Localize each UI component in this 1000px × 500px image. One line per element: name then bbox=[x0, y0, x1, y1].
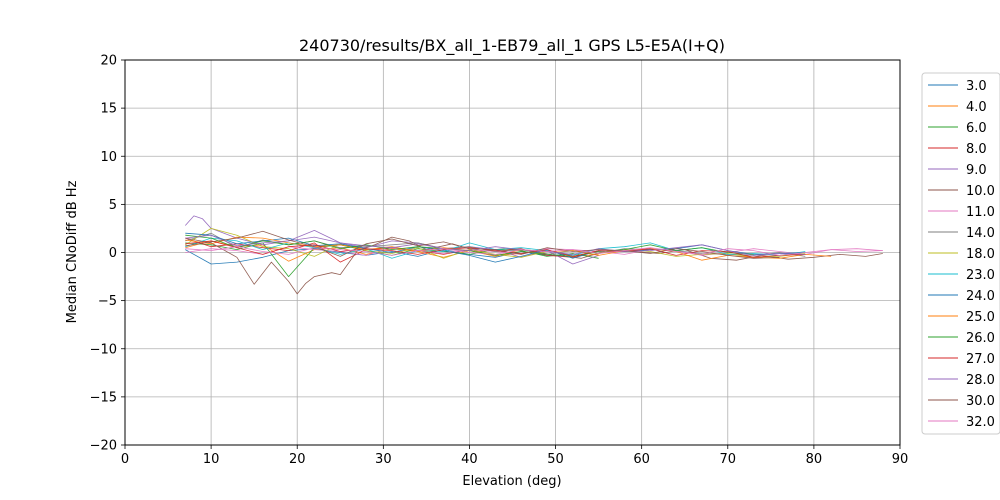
x-axis-label: Elevation (deg) bbox=[462, 474, 561, 489]
series-line-10-0 bbox=[185, 236, 883, 295]
y-tick-label: −15 bbox=[90, 390, 117, 405]
y-tick-label: 10 bbox=[100, 150, 117, 165]
legend-item-label: 27.0 bbox=[966, 352, 995, 367]
y-tick-label: 0 bbox=[109, 246, 117, 261]
y-tick-label: −5 bbox=[98, 294, 117, 309]
y-tick-label: 5 bbox=[109, 198, 117, 213]
series-line-28-0 bbox=[185, 234, 806, 256]
legend-item-label: 6.0 bbox=[966, 121, 987, 136]
legend-item-label: 4.0 bbox=[966, 100, 987, 115]
legend-item-label: 11.0 bbox=[966, 205, 995, 220]
x-tick-label: 20 bbox=[289, 452, 306, 467]
legend-item-label: 30.0 bbox=[966, 394, 995, 409]
y-tick-label: −20 bbox=[90, 439, 117, 454]
y-axis: 20 15 10 5 0 −5 −10 −15 −20 bbox=[90, 54, 125, 454]
series-line-27-0 bbox=[185, 240, 806, 258]
legend-item-label: 24.0 bbox=[966, 289, 995, 304]
series-line-30-0 bbox=[185, 230, 780, 259]
legend-item-label: 23.0 bbox=[966, 268, 995, 283]
series-line-25-0 bbox=[185, 236, 832, 261]
legend: 3.0 4.0 6.0 8.0 9.0 10.0 11.0 14.0 18.0 23.0 24.0 2… bbox=[921, 72, 1000, 435]
x-tick-label: 40 bbox=[461, 452, 478, 467]
y-tick-label: −10 bbox=[90, 342, 117, 357]
y-tick-label: 15 bbox=[100, 102, 117, 117]
legend-item-label: 32.0 bbox=[966, 415, 995, 430]
series-line-32-0 bbox=[185, 246, 883, 256]
x-tick-label: 10 bbox=[203, 452, 220, 467]
legend-item-label: 14.0 bbox=[966, 226, 995, 241]
legend-item-label: 3.0 bbox=[966, 79, 987, 94]
y-tick-label: 20 bbox=[100, 54, 117, 69]
y-axis-label: Median CNoDiff dB Hz bbox=[65, 180, 80, 323]
legend-item-label: 9.0 bbox=[966, 163, 987, 178]
legend-item-label: 28.0 bbox=[966, 373, 995, 388]
x-tick-label: 60 bbox=[633, 452, 650, 467]
legend-item-label: 18.0 bbox=[966, 247, 995, 262]
x-tick-label: 80 bbox=[806, 452, 823, 467]
series-layer bbox=[185, 215, 883, 295]
legend-item-label: 10.0 bbox=[966, 184, 995, 199]
x-tick-label: 50 bbox=[547, 452, 564, 467]
legend-item-label: 8.0 bbox=[966, 142, 987, 157]
x-tick-label: 90 bbox=[892, 452, 909, 467]
x-axis: 0 10 20 30 40 50 60 70 80 90 bbox=[121, 445, 908, 467]
x-tick-label: 0 bbox=[121, 452, 129, 467]
legend-frame bbox=[921, 72, 1000, 435]
x-tick-label: 70 bbox=[720, 452, 737, 467]
legend-item-label: 25.0 bbox=[966, 310, 995, 325]
chart-title: 240730/results/BX_all_1-EB79_all_1 GPS L… bbox=[299, 36, 725, 56]
legend-item-label: 26.0 bbox=[966, 331, 995, 346]
x-tick-label: 30 bbox=[375, 452, 392, 467]
